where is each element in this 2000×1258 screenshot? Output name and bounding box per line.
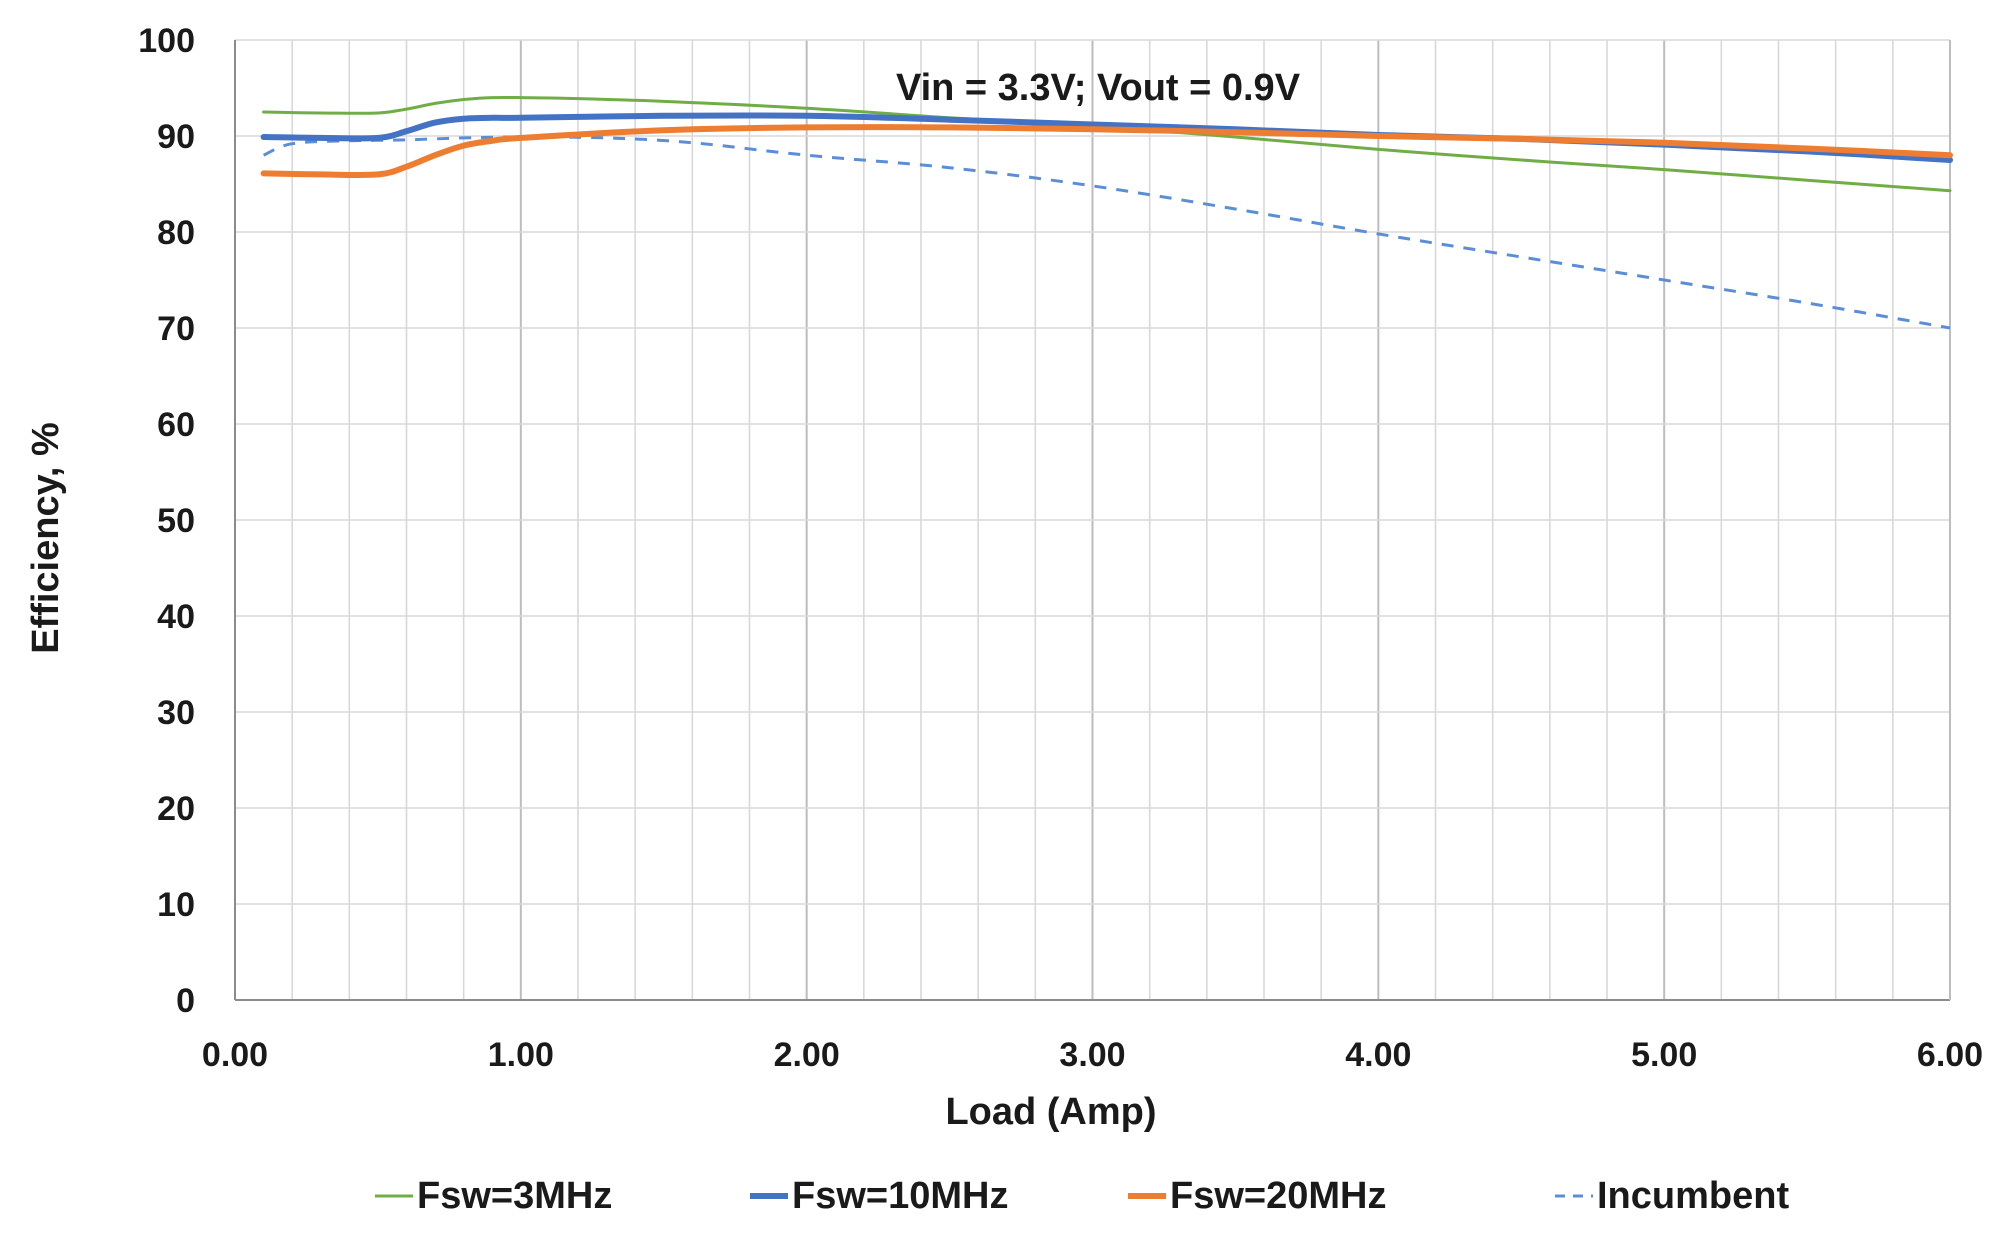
- series-line-fsw-20mhz: [260, 124, 1953, 179]
- y-tick-label: 80: [157, 214, 195, 252]
- axes: 0 10 20 30 40 50 60 70 80 90 100 0.00 1.00 2.00 3.00 4.…: [138, 22, 1983, 1074]
- gridlines: [235, 39, 1950, 1000]
- y-tick-label: 0: [176, 982, 195, 1020]
- y-tick-label: 10: [157, 886, 195, 924]
- y-tick-label: 30: [157, 694, 195, 732]
- legend-label-fsw-20mhz: Fsw=20MHz: [1170, 1175, 1386, 1217]
- data-series: [260, 95, 1953, 330]
- legend-label-fsw-3mhz: Fsw=3MHz: [417, 1175, 612, 1217]
- legend-label-fsw-10mhz: Fsw=10MHz: [792, 1175, 1008, 1217]
- x-tick-label: 0.00: [202, 1036, 268, 1074]
- y-axis-title: Efficiency, %: [25, 422, 67, 654]
- y-tick-label: 20: [157, 790, 195, 828]
- legend: Fsw=3MHz Fsw=10MHz Fsw=20MHz Incumbent: [375, 1175, 1789, 1217]
- y-tick-label: 90: [157, 118, 195, 156]
- x-tick-label: 5.00: [1631, 1036, 1697, 1074]
- x-tick-label: 2.00: [774, 1036, 840, 1074]
- y-tick-label: 60: [157, 406, 195, 444]
- legend-label-incumbent: Incumbent: [1597, 1175, 1789, 1217]
- x-tick-label: 3.00: [1059, 1036, 1125, 1074]
- y-tick-label: 50: [157, 502, 195, 540]
- x-tick-label: 1.00: [488, 1036, 554, 1074]
- condition-annotation: Vin = 3.3V; Vout = 0.9V: [896, 67, 1301, 109]
- y-tick-label: 70: [157, 310, 195, 348]
- y-tick-label: 40: [157, 598, 195, 636]
- series-line-fsw-3mhz: [262, 95, 1952, 193]
- y-tick-label: 100: [138, 22, 195, 60]
- x-tick-label: 6.00: [1917, 1036, 1983, 1074]
- x-axis-title: Load (Amp): [945, 1091, 1156, 1133]
- x-tick-label: 4.00: [1345, 1036, 1411, 1074]
